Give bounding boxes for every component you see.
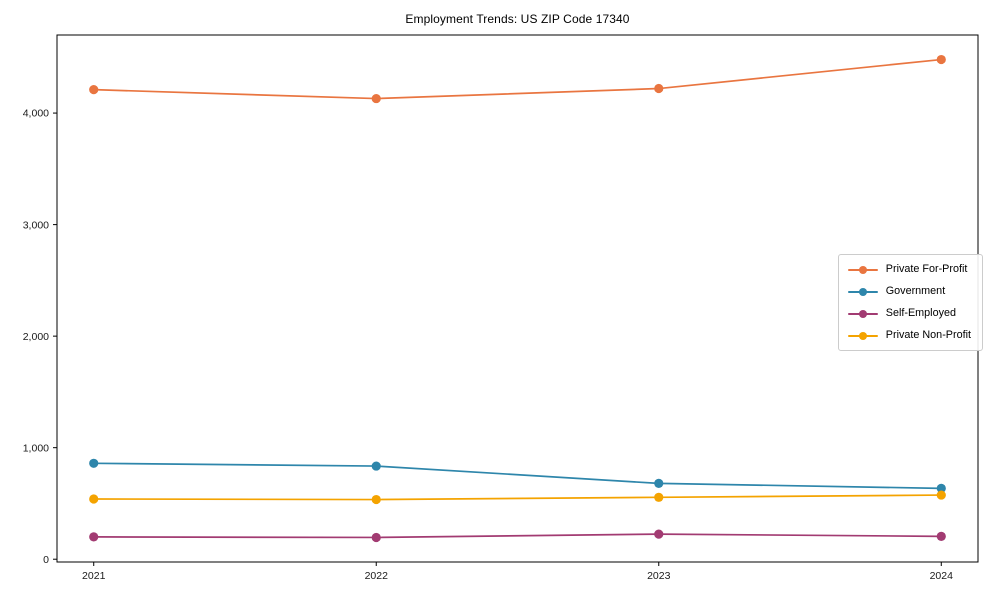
data-point-marker	[371, 532, 381, 543]
data-point-marker	[89, 494, 99, 504]
data-point-marker	[936, 54, 946, 65]
line-dot-marker-icon	[847, 309, 878, 319]
x-tick-label: 2022	[365, 570, 389, 582]
data-point-marker	[654, 83, 664, 94]
data-point-marker	[936, 483, 946, 493]
series-line-0	[92, 58, 943, 100]
y-tick-label: 4,000	[23, 108, 49, 120]
legend-item-government: Government	[847, 285, 971, 298]
data-point-marker	[371, 461, 381, 471]
data-point-marker	[936, 490, 946, 500]
data-point-marker	[89, 532, 99, 542]
y-tick-label: 2,000	[23, 331, 49, 343]
data-point-marker	[654, 529, 664, 539]
line-dot-marker-icon	[847, 331, 878, 341]
legend-item-private-non-profit: Private Non-Profit	[847, 329, 971, 342]
x-tick-label: 2024	[930, 570, 954, 582]
legend-label: Self-Employed	[885, 307, 956, 319]
legend-label: Private For-Profit	[885, 263, 968, 275]
data-point-marker	[936, 531, 946, 541]
data-point-marker	[654, 478, 664, 488]
data-point-marker	[654, 492, 664, 502]
y-tick-label: 3,000	[23, 219, 49, 231]
x-tick-label: 2021	[82, 570, 106, 582]
data-point-marker	[89, 85, 99, 95]
y-tick-label: 0	[43, 554, 49, 566]
line-dot-marker-icon	[847, 265, 878, 275]
y-tick-label: 1,000	[23, 442, 49, 454]
data-point-marker	[89, 458, 99, 468]
legend-item-private-for-profit: Private For-Profit	[847, 263, 971, 276]
series-line-3	[92, 494, 943, 501]
x-tick-label: 2023	[647, 570, 671, 582]
line-dot-marker-icon	[847, 287, 878, 297]
chart-title: Employment Trends: US ZIP Code 17340	[405, 12, 630, 26]
legend-item-self-employed: Self-Employed	[847, 307, 971, 320]
series-line-1	[92, 462, 943, 490]
series-line-2	[92, 533, 943, 539]
chart-legend: Private For-Profit Government Self-Emplo…	[837, 254, 983, 351]
legend-label: Government	[885, 285, 946, 297]
data-point-marker	[371, 93, 381, 104]
legend-label: Private Non-Profit	[885, 329, 971, 341]
data-point-marker	[371, 494, 381, 505]
